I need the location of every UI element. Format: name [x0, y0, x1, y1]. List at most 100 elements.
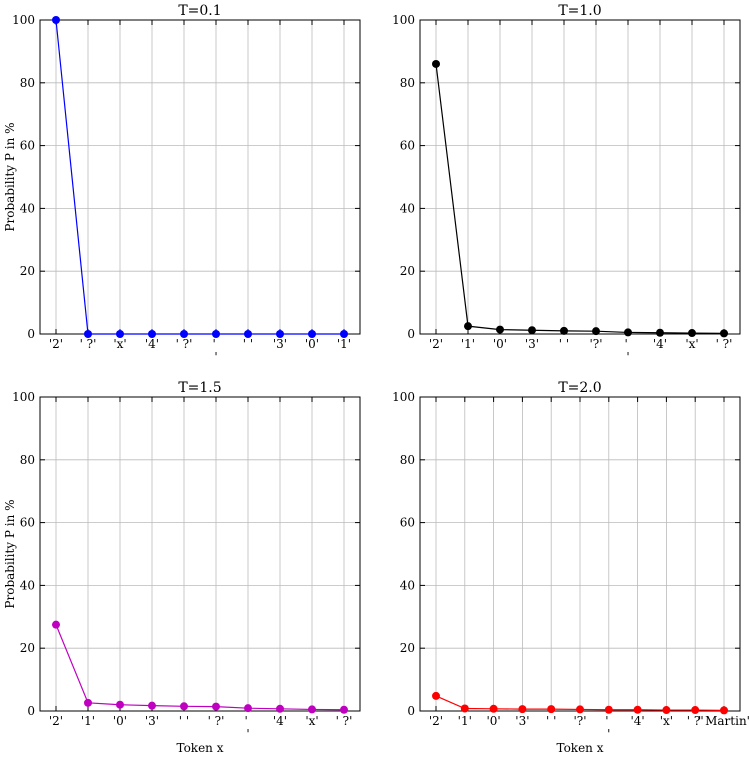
x-axis-label: Token x: [557, 741, 604, 755]
y-tick-label: 20: [20, 264, 35, 278]
x-tick-label: 'x': [660, 714, 673, 728]
marker: [688, 329, 696, 338]
x-tick-label: ' ': [605, 714, 612, 741]
marker: [720, 706, 728, 715]
marker: [308, 330, 316, 338]
x-tick-label: ' ?': [208, 714, 225, 728]
x-tick-label: '0': [493, 337, 507, 351]
marker: [656, 328, 664, 337]
x-tick-label: ' ': [243, 337, 253, 351]
y-tick-label: 80: [20, 76, 35, 90]
y-tick-label: 80: [400, 453, 415, 467]
marker: [489, 704, 498, 713]
x-tick-label: '0': [113, 714, 127, 728]
marker: [528, 326, 536, 335]
marker: [576, 705, 584, 714]
x-tick-label: '?': [573, 714, 586, 728]
marker: [148, 330, 156, 338]
y-tick-label: 60: [400, 516, 415, 530]
x-tick-label: '4': [145, 337, 159, 351]
marker: [624, 328, 632, 337]
x-tick-label: '?': [589, 337, 602, 351]
y-tick-label: 0: [27, 704, 35, 718]
subplot-title: T=1.5: [178, 380, 221, 396]
x-tick-label: ' ': [212, 337, 219, 364]
y-tick-label: 0: [27, 327, 35, 341]
x-tick-label: 'x': [113, 337, 126, 351]
line: [435, 63, 725, 334]
x-tick-label: '4': [653, 337, 667, 351]
x-tick-label: '2': [429, 714, 443, 728]
subplot: 0 20 40 60 80 100 '2' '1' '0' '3' ' ' '?' ' ' '4' 'x' '…: [392, 380, 750, 755]
x-tick-label: ' ?': [336, 714, 353, 728]
marker: [340, 330, 348, 338]
marker: [720, 329, 728, 338]
x-axis-label: Token x: [177, 741, 224, 755]
marker: [116, 700, 124, 709]
x-tick-label: '1': [81, 714, 95, 728]
y-tick-label: 100: [12, 13, 35, 27]
y-tick-label: 40: [400, 201, 415, 215]
x-tick-label: ' ?': [176, 337, 193, 351]
marker: [180, 702, 188, 711]
x-tick-label: '4': [273, 714, 287, 728]
marker: [276, 330, 284, 338]
x-tick-label: '1': [458, 714, 472, 728]
y-tick-label: 100: [12, 390, 35, 404]
y-axis-label: Probability P in %: [3, 499, 17, 608]
marker: [460, 704, 469, 713]
marker: [340, 705, 348, 714]
marker: [691, 706, 700, 715]
subplot-title: T=2.0: [558, 380, 601, 396]
marker: [116, 330, 124, 338]
y-tick-label: 0: [407, 327, 415, 341]
marker: [244, 704, 252, 713]
marker: [244, 330, 252, 338]
plot-frame: [39, 396, 361, 712]
x-tick-label: 'x': [685, 337, 698, 351]
line: [55, 624, 345, 711]
x-tick-label: ' ?': [80, 337, 97, 351]
x-tick-label: '1': [337, 337, 351, 351]
marker: [604, 705, 613, 714]
marker: [52, 620, 60, 629]
marker: [212, 702, 220, 711]
y-tick-label: 20: [20, 641, 35, 655]
y-tick-label: 40: [20, 578, 35, 592]
marker: [84, 698, 92, 707]
y-tick-label: 80: [20, 453, 35, 467]
marker: [432, 59, 440, 68]
x-tick-label: ' ': [559, 337, 569, 351]
subplot: 0 20 40 60 80 100 '2' '1' '0' '3' ' ' ' ?' ' ' '4' 'x'…: [3, 380, 361, 755]
x-tick-label: ' ': [624, 337, 631, 364]
x-tick-label: ' ?': [716, 337, 733, 351]
x-tick-label: '2': [49, 337, 63, 351]
y-axis-label: Probability P in %: [3, 122, 17, 231]
marker: [180, 330, 188, 338]
y-tick-label: 60: [20, 516, 35, 530]
x-tick-label: '2': [49, 714, 63, 728]
x-tick-label: '1': [461, 337, 475, 351]
plot-frame: [419, 19, 741, 335]
x-tick-label: 'x': [305, 714, 318, 728]
subplot: 0 20 40 60 80 100 '2' '1' '0' '3' ' ' '?' ' ' '4' 'x' '…: [392, 3, 741, 364]
marker: [276, 704, 284, 713]
marker: [662, 706, 671, 715]
marker: [496, 325, 504, 334]
x-tick-label: ' ': [546, 714, 556, 728]
x-tick-label: ' ': [244, 714, 251, 741]
marker: [560, 326, 568, 335]
subplot-title: T=1.0: [558, 3, 601, 19]
marker: [148, 701, 156, 710]
marker: [547, 705, 556, 714]
x-tick-label: '4': [630, 714, 644, 728]
marker: [464, 322, 472, 331]
y-tick-label: 20: [400, 641, 415, 655]
y-tick-label: 80: [400, 76, 415, 90]
x-tick-label: '3': [525, 337, 539, 351]
marker: [432, 691, 440, 700]
x-tick-label: '0': [486, 714, 500, 728]
x-tick-label: '2': [429, 337, 443, 351]
x-tick-label: '3': [145, 714, 159, 728]
